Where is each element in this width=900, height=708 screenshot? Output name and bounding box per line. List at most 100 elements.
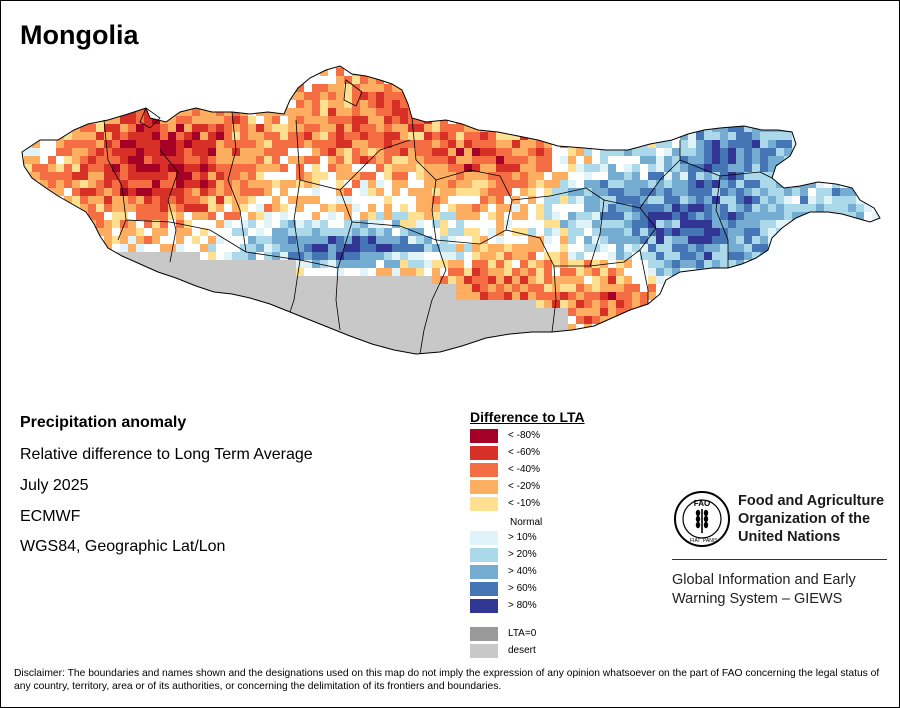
raster-cell <box>728 172 737 181</box>
raster-cell <box>184 300 193 309</box>
raster-cell <box>360 300 369 309</box>
raster-cell <box>680 180 689 189</box>
raster-cell <box>144 356 152 364</box>
raster-cell <box>296 100 305 109</box>
raster-cell <box>424 268 433 277</box>
raster-cell <box>360 66 369 69</box>
raster-cell <box>480 252 489 261</box>
raster-cell <box>64 260 73 269</box>
raster-cell <box>112 348 121 354</box>
raster-cell <box>352 84 361 93</box>
raster-cell <box>592 66 601 69</box>
raster-cell <box>176 236 185 245</box>
raster-cell <box>136 220 145 229</box>
raster-cell <box>352 324 361 333</box>
raster-cell <box>656 92 665 101</box>
raster-cell <box>592 260 601 269</box>
raster-cell <box>248 196 257 205</box>
raster-cell <box>64 308 73 317</box>
raster-cell <box>568 66 577 69</box>
raster-cell <box>48 204 57 213</box>
raster-cell <box>80 100 89 109</box>
raster-cell <box>664 356 672 364</box>
raster-cell <box>640 140 649 149</box>
raster-cell <box>648 148 657 157</box>
raster-cell <box>256 132 265 141</box>
raster-cell <box>296 108 305 117</box>
raster-cell <box>832 284 841 293</box>
raster-cell <box>856 100 865 109</box>
raster-cell <box>720 236 729 245</box>
raster-cell <box>840 68 849 77</box>
raster-cell <box>656 236 665 245</box>
raster-cell <box>872 66 880 69</box>
raster-cell <box>624 220 633 229</box>
raster-cell <box>112 308 121 317</box>
raster-cell <box>592 84 601 93</box>
raster-cell <box>384 316 393 325</box>
raster-cell <box>184 68 193 77</box>
raster-cell <box>280 348 289 354</box>
raster-cell <box>496 252 505 261</box>
raster-cell <box>720 204 729 213</box>
raster-cell <box>272 348 281 354</box>
raster-cell <box>376 204 385 213</box>
raster-cell <box>328 76 337 85</box>
raster-cell <box>64 196 73 205</box>
raster-cell <box>824 92 833 101</box>
raster-cell <box>864 308 873 317</box>
raster-cell <box>24 196 33 205</box>
raster-cell <box>448 164 457 173</box>
raster-cell <box>176 204 185 213</box>
raster-cell <box>296 260 305 269</box>
raster-cell <box>608 204 617 213</box>
raster-cell <box>56 148 65 157</box>
raster-cell <box>736 116 745 125</box>
raster-cell <box>160 156 169 165</box>
raster-cell <box>488 252 497 261</box>
raster-cell <box>136 324 145 333</box>
raster-cell <box>48 196 57 205</box>
raster-cell <box>616 340 625 349</box>
raster-cell <box>216 332 225 341</box>
raster-cell <box>544 76 553 85</box>
raster-cell <box>512 140 521 149</box>
raster-cell <box>168 124 177 133</box>
raster-cell <box>440 100 449 109</box>
raster-cell <box>704 66 713 69</box>
raster-cell <box>864 316 873 325</box>
raster-cell <box>568 148 577 157</box>
raster-cell <box>752 116 761 125</box>
raster-cell <box>640 156 649 165</box>
raster-cell <box>64 156 73 165</box>
raster-cell <box>856 236 865 245</box>
raster-cell <box>264 124 273 133</box>
raster-cell <box>736 284 745 293</box>
raster-cell <box>840 228 849 237</box>
raster-cell <box>264 316 273 325</box>
raster-cell <box>256 148 265 157</box>
raster-cell <box>680 204 689 213</box>
raster-cell <box>464 244 473 253</box>
raster-cell <box>568 108 577 117</box>
raster-cell <box>848 284 857 293</box>
raster-cell <box>472 68 481 77</box>
raster-cell <box>520 204 529 213</box>
raster-cell <box>680 348 689 354</box>
raster-cell <box>312 116 321 125</box>
raster-cell <box>256 268 265 277</box>
raster-cell <box>208 148 217 157</box>
raster-cell <box>720 164 729 173</box>
raster-cell <box>200 132 209 141</box>
raster-cell <box>72 156 81 165</box>
raster-cell <box>160 244 169 253</box>
raster-cell <box>280 236 289 245</box>
raster-cell <box>176 68 185 77</box>
raster-cell <box>208 228 217 237</box>
raster-cell <box>784 196 793 205</box>
raster-cell <box>584 76 593 85</box>
raster-cell <box>304 356 312 364</box>
raster-cell <box>120 116 129 125</box>
raster-cell <box>320 180 329 189</box>
raster-cell <box>472 188 481 197</box>
